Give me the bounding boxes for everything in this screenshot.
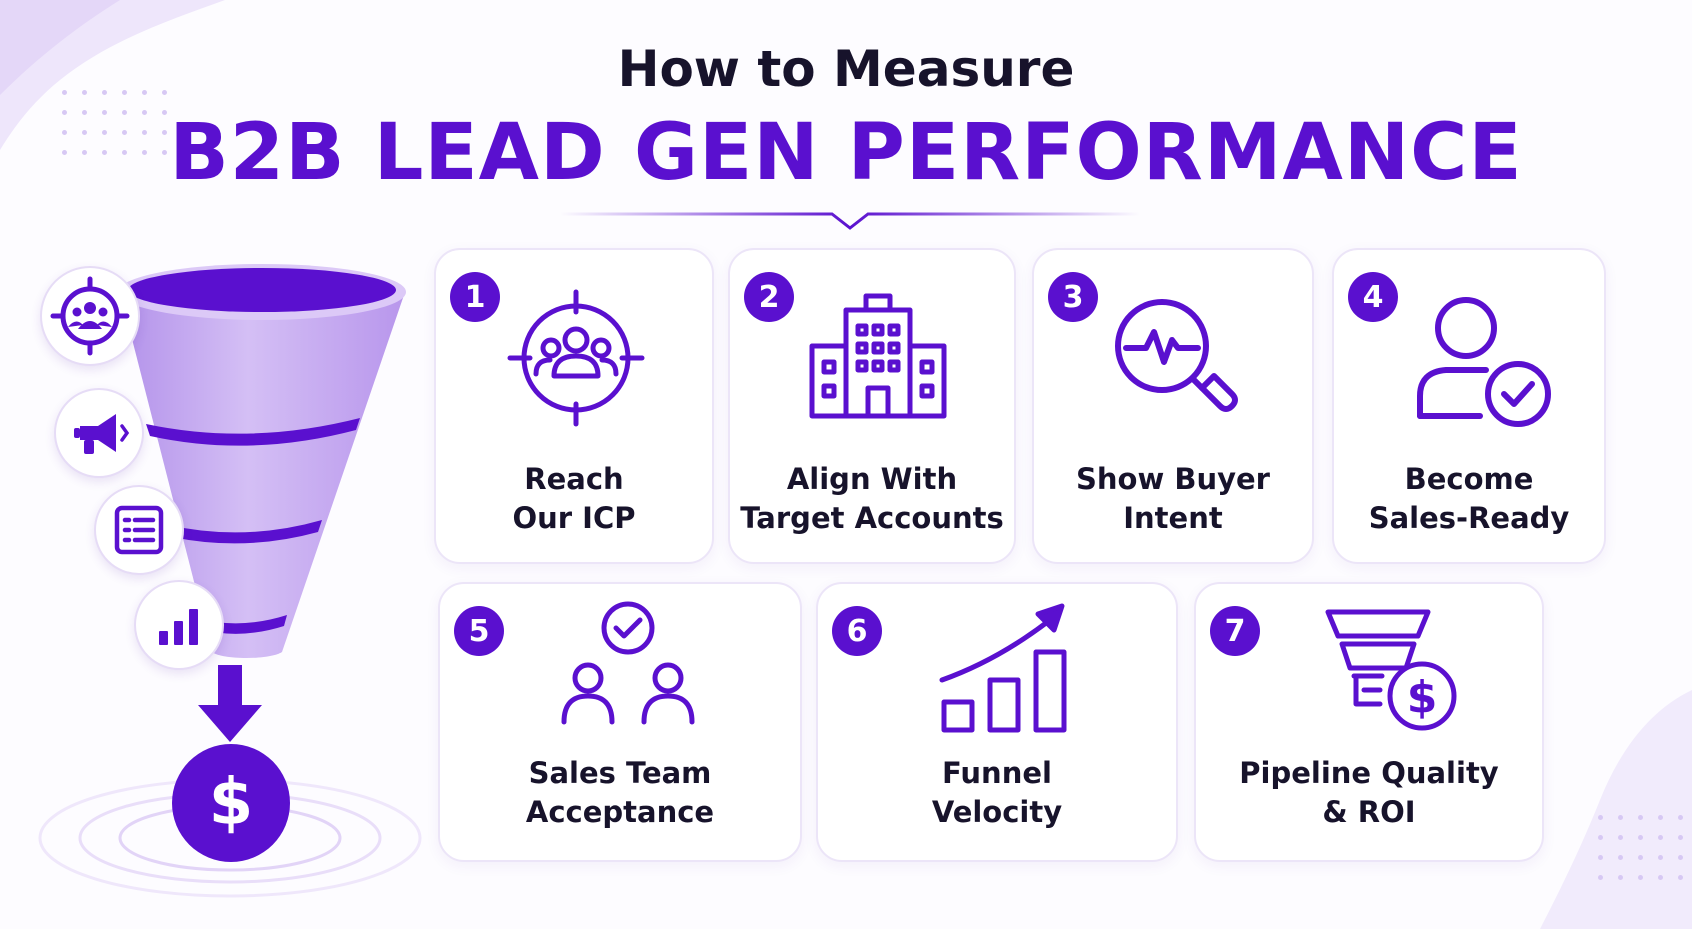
step-label: Align With Target Accounts [740, 462, 1004, 535]
magnifier-pulse-icon [1115, 299, 1238, 412]
funnel-body [120, 292, 405, 658]
funnel-side-bar-chart-icon [134, 580, 224, 670]
title-top: How to Measure [617, 40, 1075, 98]
step-card-7: 7 $ Pipeline Quality & ROI [1194, 582, 1544, 862]
funnel-output-dollar-icon: $ [172, 744, 290, 862]
step-number-badge: 5 [454, 606, 504, 656]
title-main: B2B LEAD GEN PERFORMANCE [169, 108, 1523, 198]
funnel-side-target-audience-icon [40, 266, 140, 366]
step-number-badge: 2 [744, 272, 794, 322]
funnel-opening [128, 268, 396, 312]
step-card-5: 5 Sales Team Acceptance [438, 582, 802, 862]
dot-grid-decoration-bottom-right [1598, 815, 1683, 880]
step-card-3: 3 Show Buyer Intent [1032, 248, 1314, 564]
step-card-2: 2 Align With Target Accounts [728, 248, 1016, 564]
step-label: Show Buyer Intent [1076, 462, 1270, 535]
funnel-band [146, 418, 360, 446]
step-label: Pipeline Quality & ROI [1239, 756, 1499, 829]
funnel-dollar-icon: $ [1325, 609, 1457, 731]
step-label: Become Sales-Ready [1368, 462, 1570, 535]
arrow-head [198, 705, 262, 742]
funnel-side-megaphone-icon [54, 388, 144, 478]
user-check-icon [1417, 297, 1551, 427]
step-number-badge: 6 [832, 606, 882, 656]
building-icon [809, 293, 947, 419]
title-divider [560, 212, 1140, 230]
step-label: Funnel Velocity [931, 756, 1063, 829]
svg-text:$: $ [1407, 672, 1438, 723]
target-audience-icon [507, 289, 645, 427]
team-check-icon [561, 601, 695, 725]
step-label: Reach Our ICP [512, 462, 636, 535]
step-label: Sales Team Acceptance [525, 756, 715, 829]
step-number-badge: 7 [1210, 606, 1260, 656]
bottom-right-wave-decoration [1540, 690, 1692, 929]
step-number-badge: 4 [1348, 272, 1398, 322]
step-number-badge: 3 [1048, 272, 1098, 322]
step-card-4: 4 Become Sales-Ready [1332, 248, 1606, 564]
dot-grid-decoration-top-left [62, 90, 167, 155]
funnel-side-form-list-icon [94, 485, 184, 575]
growth-chart-icon [939, 603, 1067, 733]
step-card-1: 1 Reach Our ICP [434, 248, 714, 564]
step-number-badge: 1 [450, 272, 500, 322]
arrow-stem [218, 665, 242, 707]
funnel-illustration [38, 264, 422, 898]
funnel-band [168, 520, 322, 544]
step-card-6: 6 Funnel Velocity [816, 582, 1178, 862]
